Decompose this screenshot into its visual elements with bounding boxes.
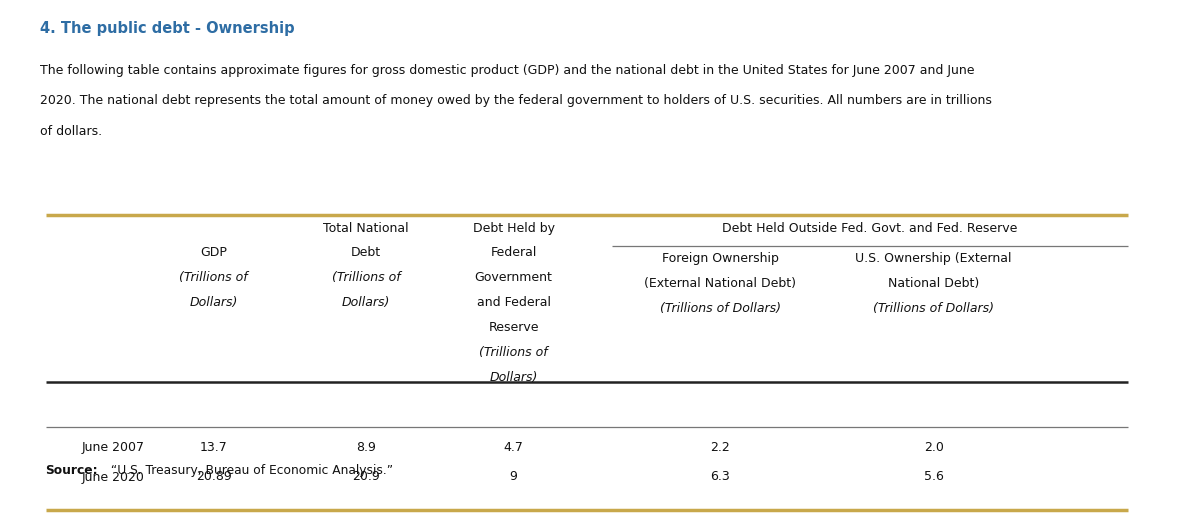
Text: “U.S. Treasury, Bureau of Economic Analysis.”: “U.S. Treasury, Bureau of Economic Analy… <box>107 464 392 477</box>
Text: 9: 9 <box>510 471 517 483</box>
Text: Dollars): Dollars) <box>342 296 390 310</box>
Text: (Trillions of: (Trillions of <box>179 271 248 285</box>
Text: and Federal: and Federal <box>476 296 551 310</box>
Text: 2020. The national debt represents the total amount of money owed by the federal: 2020. The national debt represents the t… <box>40 94 991 108</box>
Text: Foreign Ownership: Foreign Ownership <box>661 252 779 265</box>
Text: Source:: Source: <box>46 464 98 477</box>
Text: Total National: Total National <box>323 222 409 235</box>
Text: National Debt): National Debt) <box>888 277 979 290</box>
Text: June 2007: June 2007 <box>82 441 145 454</box>
Text: 2.2: 2.2 <box>710 441 730 454</box>
Text: 8.9: 8.9 <box>356 441 376 454</box>
Text: 5.6: 5.6 <box>924 471 943 483</box>
Text: of dollars.: of dollars. <box>40 125 102 138</box>
Text: (External National Debt): (External National Debt) <box>644 277 796 290</box>
Text: (Trillions of Dollars): (Trillions of Dollars) <box>660 302 780 315</box>
Text: 2.0: 2.0 <box>924 441 943 454</box>
Text: (Trillions of: (Trillions of <box>331 271 401 285</box>
Text: Dollars): Dollars) <box>490 371 538 384</box>
Text: 13.7: 13.7 <box>199 441 228 454</box>
Text: Reserve: Reserve <box>488 321 539 334</box>
Text: GDP: GDP <box>200 246 227 260</box>
Text: (Trillions of: (Trillions of <box>479 346 548 359</box>
Text: 4. The public debt - Ownership: 4. The public debt - Ownership <box>40 21 294 36</box>
Text: Dollars): Dollars) <box>190 296 238 310</box>
Text: U.S. Ownership (External: U.S. Ownership (External <box>856 252 1012 265</box>
Text: 4.7: 4.7 <box>504 441 523 454</box>
Text: Federal: Federal <box>491 246 536 260</box>
Text: The following table contains approximate figures for gross domestic product (GDP: The following table contains approximate… <box>40 64 974 77</box>
Text: Debt Held Outside Fed. Govt. and Fed. Reserve: Debt Held Outside Fed. Govt. and Fed. Re… <box>722 222 1018 235</box>
Text: 6.3: 6.3 <box>710 471 730 483</box>
Text: 20.9: 20.9 <box>352 471 380 483</box>
Text: Debt: Debt <box>350 246 382 260</box>
Text: 20.89: 20.89 <box>196 471 232 483</box>
Text: Debt Held by: Debt Held by <box>473 222 554 235</box>
Text: June 2020: June 2020 <box>82 471 144 483</box>
Text: (Trillions of Dollars): (Trillions of Dollars) <box>874 302 994 315</box>
Text: Government: Government <box>475 271 552 285</box>
